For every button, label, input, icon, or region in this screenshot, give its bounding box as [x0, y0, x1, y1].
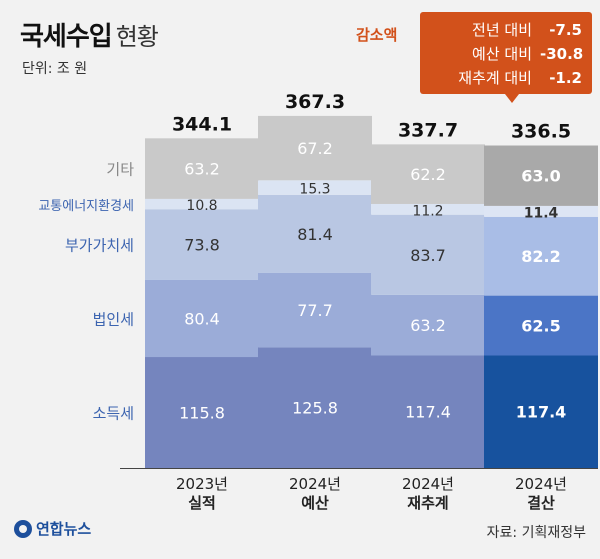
data-label: 63.2: [410, 316, 446, 335]
bar-segment: [484, 205, 598, 217]
category-label: 2024년: [402, 475, 454, 493]
decrease-row-value: -7.5: [549, 21, 582, 39]
logo-icon: [14, 519, 32, 538]
chart-title: 국세수입 현황: [20, 16, 159, 53]
bar-segment: [371, 144, 485, 204]
bar-segment: [371, 214, 485, 295]
category-label: 예산: [301, 494, 329, 512]
total-label: 367.3: [285, 91, 345, 113]
data-label: 11.2: [412, 203, 443, 219]
logo: 연합뉴스: [14, 518, 91, 539]
decrease-label: 감소액: [356, 26, 398, 44]
data-label: 73.8: [184, 236, 220, 255]
unit-label: 단위: 조 원: [22, 61, 88, 77]
decrease-row: 재추계 대비 -1.2: [420, 66, 582, 90]
decrease-row-value: -1.2: [549, 69, 582, 87]
bar-segment: [258, 272, 372, 348]
data-label: 82.2: [521, 247, 560, 266]
data-label: 10.8: [186, 198, 217, 214]
data-label: 125.8: [292, 399, 338, 418]
data-label: 80.4: [184, 309, 220, 328]
bar-segment: [484, 295, 598, 356]
bar-segment: [258, 347, 372, 468]
callout-pointer: [505, 94, 519, 103]
category-label: 2024년: [515, 475, 567, 493]
legend-label: 기타: [106, 161, 134, 179]
bar-segment: [371, 355, 485, 468]
title-sub: 현황: [115, 23, 159, 51]
data-label: 63.2: [184, 160, 220, 179]
bar-segment: [371, 203, 485, 215]
data-label: 62.5: [521, 317, 560, 336]
bar-segment: [145, 198, 259, 210]
bar-segment: [484, 145, 598, 206]
total-label: 337.7: [398, 119, 458, 141]
decrease-row-value: -30.8: [540, 45, 584, 63]
decrease-row-label: 예산 대비: [472, 45, 532, 63]
total-label: 344.1: [172, 113, 232, 135]
logo-text: 연합뉴스: [36, 520, 92, 538]
data-label: 77.7: [297, 301, 333, 320]
category-label: 2023년: [176, 475, 228, 493]
bar-segment: [145, 279, 259, 358]
bar-segment: [258, 194, 372, 273]
total-label: 336.5: [511, 121, 571, 143]
title-main: 국세수입: [20, 22, 113, 52]
bar-segment: [145, 138, 259, 199]
data-label: 117.4: [405, 403, 451, 422]
source-label: 자료: 기획재정부: [486, 525, 586, 541]
data-label: 81.4: [297, 225, 333, 244]
bar-segment: [484, 355, 598, 468]
data-label: 63.0: [521, 167, 560, 186]
bar-segment: [484, 216, 598, 296]
category-label: 재추계: [407, 494, 448, 512]
bar-segment: [145, 209, 259, 280]
data-label: 83.7: [410, 246, 446, 265]
legend-label: 부가가치세: [65, 237, 134, 255]
category-label: 2024년: [289, 475, 341, 493]
decrease-callout: 전년 대비 -7.5 예산 대비 -30.8 재추계 대비 -1.2: [420, 12, 592, 94]
category-label: 실적: [188, 494, 216, 512]
decrease-row: 전년 대비 -7.5: [420, 18, 582, 42]
data-label: 117.4: [516, 403, 567, 422]
decrease-row-label: 재추계 대비: [458, 69, 532, 87]
bar-segment: [258, 115, 372, 181]
bar-segment: [258, 180, 372, 195]
decrease-row-label: 전년 대비: [472, 21, 532, 39]
data-label: 62.2: [410, 165, 446, 184]
legend-label: 법인세: [93, 310, 134, 328]
bar-segment: [371, 294, 485, 356]
data-label: 15.3: [299, 182, 330, 198]
category-label: 결산: [527, 494, 555, 512]
legend-label: 소득세: [93, 405, 134, 423]
bar-segment: [145, 357, 259, 468]
data-label: 11.4: [524, 205, 559, 221]
data-label: 67.2: [297, 139, 333, 158]
decrease-row: 예산 대비 -30.8: [420, 42, 584, 66]
data-label: 115.8: [179, 404, 225, 423]
legend-label: 교통에너지환경세: [38, 199, 134, 214]
